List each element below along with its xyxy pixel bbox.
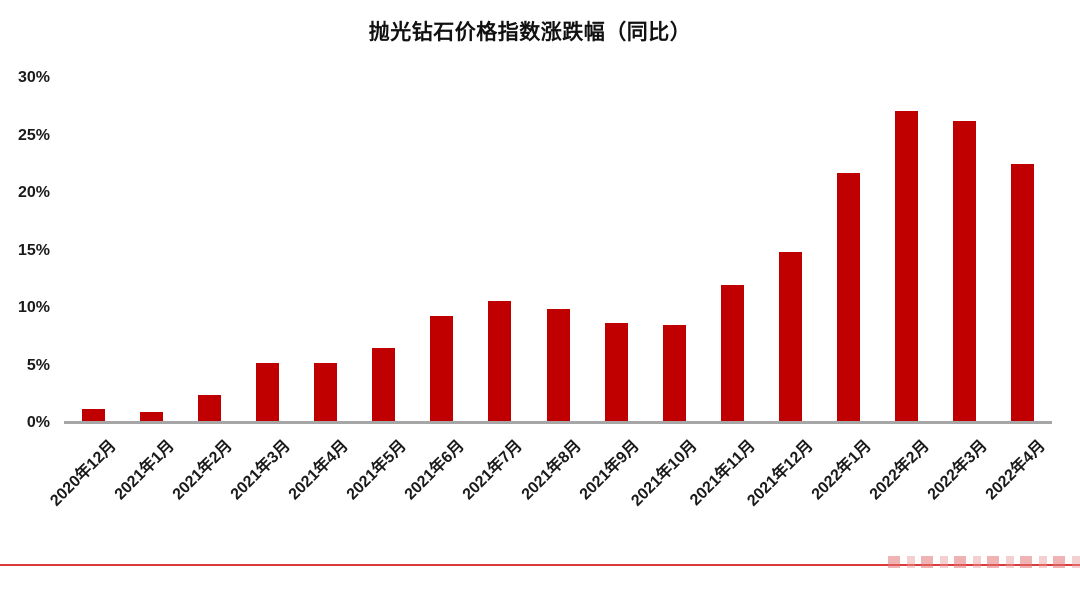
footer-divider-line bbox=[0, 564, 1080, 566]
bar-2021年9月 bbox=[604, 322, 628, 423]
bar-2022年4月 bbox=[1011, 164, 1035, 423]
x-tick-label: 2021年6月 bbox=[401, 437, 469, 504]
x-tick-label: 2022年2月 bbox=[866, 437, 933, 504]
x-tick-label: 2022年1月 bbox=[808, 437, 875, 504]
y-tick-label: 10% bbox=[17, 299, 50, 316]
x-tick-label: 2021年8月 bbox=[518, 437, 585, 504]
x-axis-line bbox=[64, 421, 1052, 424]
x-tick-label: 2022年3月 bbox=[924, 437, 992, 504]
bar-2022年3月 bbox=[953, 120, 977, 423]
bar-2021年8月 bbox=[546, 309, 570, 423]
x-tick-label: 2021年4月 bbox=[285, 437, 352, 504]
y-tick-label: 20% bbox=[17, 184, 50, 201]
x-tick-label: 2021年2月 bbox=[169, 437, 236, 504]
y-tick-label: 5% bbox=[26, 356, 50, 374]
bar-2021年2月 bbox=[197, 395, 221, 423]
bar-2020年12月 bbox=[81, 409, 105, 423]
bar-2021年5月 bbox=[372, 348, 396, 423]
bar-2022年1月 bbox=[837, 173, 861, 423]
bar-2021年11月 bbox=[720, 285, 744, 423]
watermark bbox=[888, 556, 1080, 568]
y-tick-label: 30% bbox=[17, 69, 50, 86]
x-tick-label: 2022年4月 bbox=[983, 437, 1050, 504]
bar-2021年3月 bbox=[255, 363, 279, 423]
y-tick-label: 15% bbox=[17, 241, 50, 259]
bar-2021年12月 bbox=[778, 251, 802, 423]
x-tick-label: 2020年12月 bbox=[46, 437, 120, 510]
bar-2021年6月 bbox=[430, 316, 454, 423]
bar-2021年4月 bbox=[314, 363, 338, 423]
bar-2021年7月 bbox=[488, 301, 512, 423]
x-tick-label: 2021年5月 bbox=[343, 437, 410, 504]
y-tick-label: 25% bbox=[17, 126, 50, 144]
x-tick-label: 2021年1月 bbox=[111, 437, 178, 504]
chart-title: 抛光钻石价格指数涨跌幅（同比） bbox=[368, 21, 692, 44]
y-tick-label: 0% bbox=[26, 414, 50, 431]
bar-2021年1月 bbox=[139, 411, 163, 423]
bar-2022年2月 bbox=[895, 111, 919, 423]
bar-2021年10月 bbox=[662, 325, 686, 423]
x-tick-label: 2021年7月 bbox=[460, 437, 527, 504]
x-tick-label: 2021年3月 bbox=[227, 437, 294, 504]
